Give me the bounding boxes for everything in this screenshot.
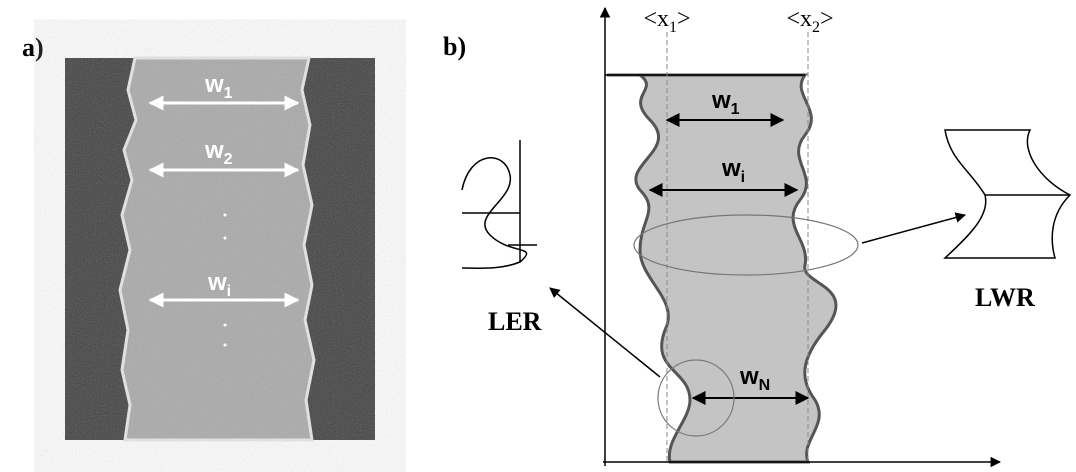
width-base: w (721, 155, 741, 182)
bracket: < (643, 6, 657, 32)
width-base: w (711, 87, 731, 114)
panel-label: b) (443, 32, 466, 61)
width-sub: 1 (224, 85, 233, 102)
width-sub: i (741, 169, 745, 186)
edge-sub: 1 (669, 19, 677, 36)
bracket: < (786, 6, 800, 32)
edge-label: <x1> (643, 6, 690, 36)
edge-label: <x2> (786, 6, 833, 36)
panel-label: a) (22, 33, 44, 62)
lwr-distribution (945, 130, 1070, 258)
edge-base: x (800, 6, 812, 32)
pointer-arrow (862, 215, 965, 243)
bracket: > (677, 6, 691, 32)
width-base: w (204, 71, 224, 98)
ler-label: LER (488, 307, 542, 336)
edge-sub: 2 (812, 19, 820, 36)
width-sub: i (227, 283, 231, 300)
lwr-label: LWR (975, 283, 1035, 312)
width-base: w (739, 363, 759, 390)
edge-base: x (657, 6, 669, 32)
bracket: > (820, 6, 834, 32)
sem-noise (65, 58, 375, 440)
figure: a) w1 w2 wi b) <x1> <x2> w1 wi wN LER LW… (0, 0, 1076, 472)
width-sub: 1 (731, 101, 740, 118)
line-profile (607, 75, 836, 462)
width-base: w (204, 137, 224, 164)
width-base: w (207, 269, 227, 296)
width-sub: N (759, 377, 771, 394)
width-sub: 2 (224, 151, 233, 168)
ler-distribution (462, 140, 537, 268)
